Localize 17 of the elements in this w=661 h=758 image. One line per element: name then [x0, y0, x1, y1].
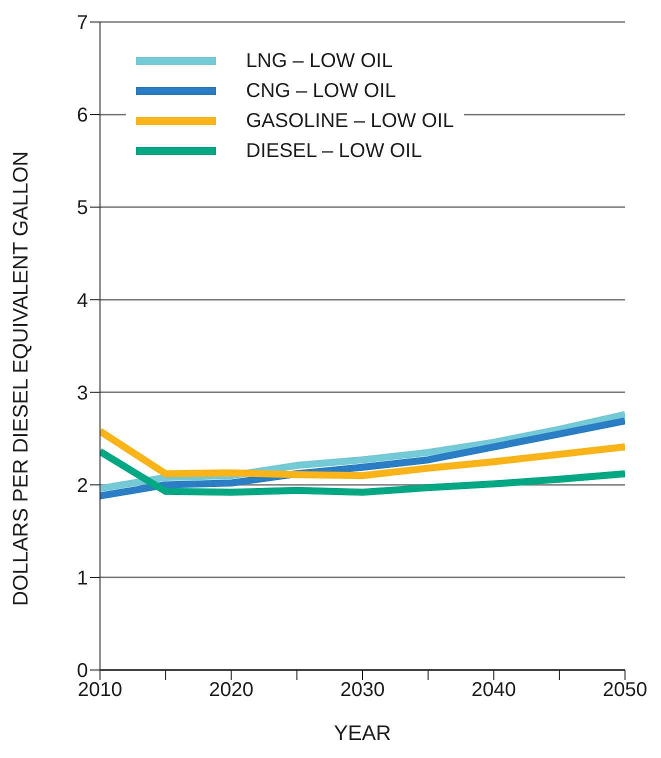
x-tick-label: 2050 [602, 679, 648, 702]
y-axis-title: DOLLARS PER DIESEL EQUIVALENT GALLON [9, 151, 32, 606]
y-tick-label: 5 [76, 197, 88, 220]
y-tick-label: 3 [76, 382, 88, 404]
y-tick-label: 1 [76, 568, 88, 590]
x-axis-title: YEAR [334, 722, 392, 745]
y-tick-label: 7 [76, 12, 88, 34]
y-tick-label: 2 [76, 474, 88, 497]
legend-label: CNG – LOW OIL [246, 80, 396, 102]
y-tick-label: 6 [76, 104, 88, 127]
legend-label: DIESEL – LOW OIL [246, 140, 422, 162]
legend-label: GASOLINE – LOW OIL [246, 110, 454, 132]
legend-label: LNG – LOW OIL [246, 50, 393, 72]
y-tick-label: 4 [76, 290, 88, 312]
x-tick-label: 2020 [209, 679, 254, 702]
x-tick-label: 2040 [472, 679, 516, 702]
x-tick-label: 2030 [340, 679, 385, 702]
